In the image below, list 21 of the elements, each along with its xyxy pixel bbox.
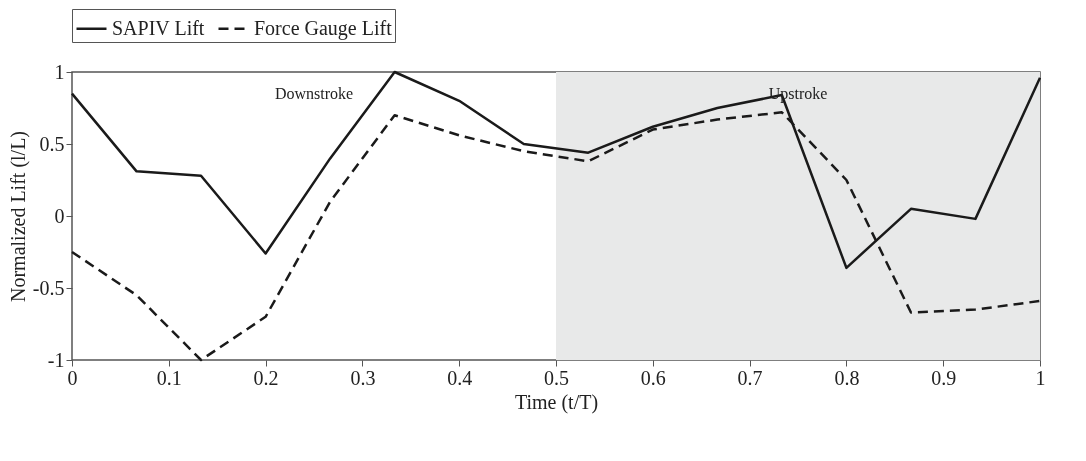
x-tick-label: 0.7: [737, 366, 763, 389]
x-tick-label: 0.6: [640, 366, 666, 389]
y-axis-title: Normalized Lift (l/L): [6, 130, 30, 303]
legend-label: SAPIV Lift: [112, 16, 205, 39]
y-tick-label: -0.5: [32, 276, 65, 299]
x-axis-title: Time (t/T): [514, 390, 599, 414]
legend-label: Force Gauge Lift: [254, 16, 393, 40]
y-tick-label: -1: [47, 348, 65, 371]
x-tick-label: 0.9: [931, 366, 957, 389]
x-tick-label: 0.4: [447, 366, 473, 389]
x-tick-label: 0.5: [544, 366, 569, 389]
x-tick-label: 0.2: [253, 366, 279, 389]
y-tick-label: 1: [54, 60, 65, 83]
x-tick-label: 0.3: [350, 366, 376, 389]
x-tick-label: 1: [1035, 366, 1046, 389]
annotation: Upstroke: [768, 84, 828, 103]
x-tick-label: 0.8: [834, 366, 860, 389]
y-tick-label: 0: [54, 204, 65, 227]
x-tick-label: 0.1: [156, 366, 182, 389]
annotation: Downstroke: [274, 84, 354, 102]
y-tick-label: 0.5: [39, 132, 65, 155]
